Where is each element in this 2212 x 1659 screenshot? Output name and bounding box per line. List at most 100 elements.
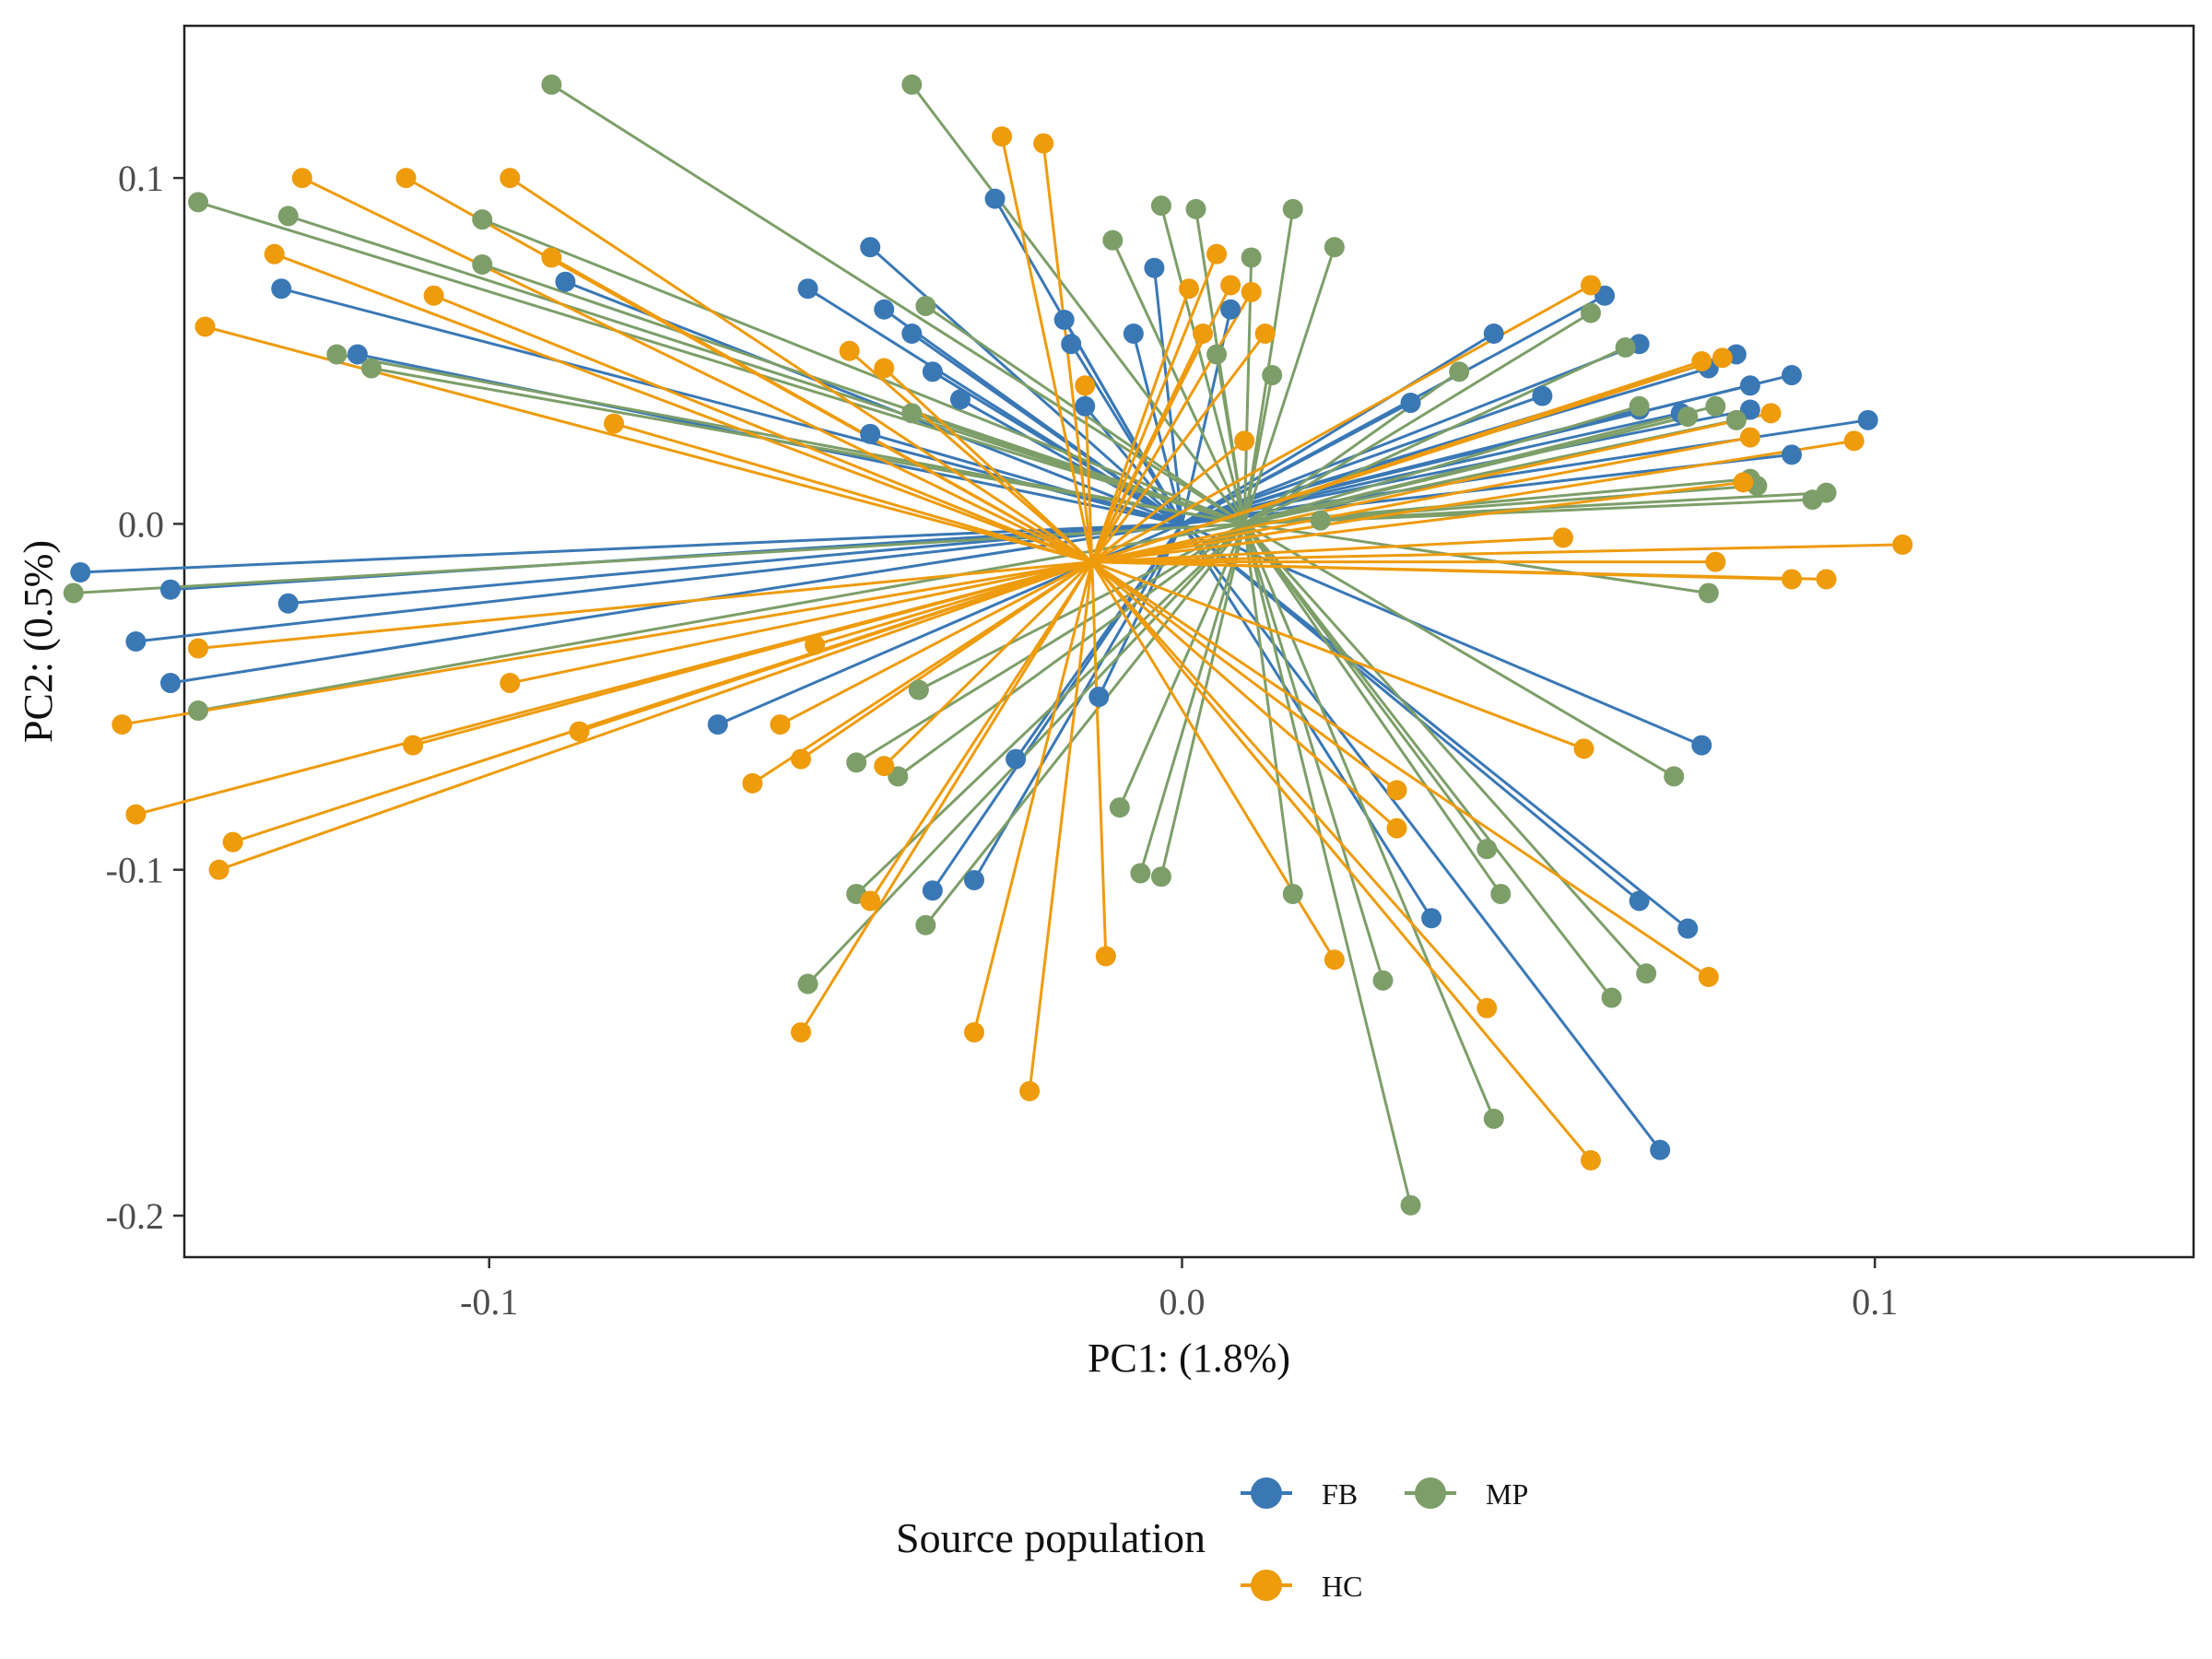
point-hc-0 [112,714,133,735]
point-fb-0 [70,561,91,582]
point-hc-44 [1581,275,1601,296]
segment-hc-44 [1091,284,1592,563]
point-hc-24 [791,1022,812,1043]
point-fb-12 [901,324,923,344]
point-hc-32 [1193,324,1214,344]
point-hc-52 [1782,569,1802,590]
point-hc-40 [1386,818,1407,839]
point-mp-10 [915,295,936,316]
segment-hc-15 [613,422,1093,564]
segment-mp-27 [1243,371,1461,525]
segment-hc-45 [1090,560,1593,1161]
point-fb-8 [707,714,728,735]
point-hc-23 [860,890,881,912]
segment-hc-33 [1090,253,1218,563]
point-mp-2 [277,206,299,227]
point-hc-36 [1254,324,1276,344]
y-axis-label: PC2: (0.5%) [16,540,61,743]
segment-hc-50 [1091,411,1771,564]
segment-hc-8 [412,560,1093,747]
point-mp-47 [1483,1108,1504,1129]
point-mp-16 [915,914,936,935]
segment-fb-17 [1069,343,1183,525]
point-mp-49 [1601,987,1622,1008]
point-hc-14 [569,721,590,742]
segment-hc-24 [799,560,1094,1033]
point-mp-14 [888,766,909,787]
legend-label-hc: HC [1322,1570,1362,1603]
point-fb-14 [949,389,971,410]
point-hc-4 [264,243,285,265]
point-fb-5 [271,278,292,300]
segment-hc-56 [1090,560,1710,979]
x-tick-label: -0.1 [460,1281,518,1323]
segment-hc-43 [1091,560,1585,750]
segment-mp-17 [806,523,1246,985]
segment-hc-42 [1091,535,1564,564]
segment-mp-47 [1242,523,1496,1120]
point-mp-39 [1664,766,1685,787]
segment-mp-21 [1215,354,1246,524]
point-fb-29 [1483,324,1504,344]
point-hc-21 [874,358,895,379]
point-mp-6 [472,209,493,230]
point-mp-37 [1816,482,1837,503]
segment-mp-29 [1243,346,1627,525]
segments-layer [73,83,1903,1206]
point-fb-38 [1739,399,1760,420]
point-fb-23 [1088,687,1110,708]
segment-hc-36 [1090,333,1266,563]
segment-fb-44 [1181,523,1689,930]
point-fb-30 [1532,385,1553,406]
segment-mp-46 [1242,523,1502,895]
segment-hc-5 [301,176,1093,564]
point-hc-49 [1739,427,1760,448]
segment-hc-39 [1090,560,1398,792]
segment-mp-44 [1242,523,1384,982]
segment-mp-30 [1243,405,1641,525]
point-hc-55 [1892,534,1913,555]
point-hc-8 [403,735,424,756]
segment-hc-27 [1000,135,1094,562]
point-hc-25 [963,1022,984,1043]
point-hc-43 [1573,738,1594,759]
segment-mp-11 [911,411,1245,525]
point-fb-6 [347,344,368,365]
point-mp-32 [1705,395,1726,417]
point-hc-35 [1241,281,1262,302]
point-fb-7 [555,271,576,292]
y-tick-label: -0.2 [106,1195,164,1237]
point-mp-26 [1310,510,1331,531]
segment-mp-49 [1242,523,1613,999]
segment-hc-26 [1028,561,1094,1092]
point-hc-37 [1234,430,1255,452]
point-fb-39 [1782,365,1802,386]
segment-hc-20 [848,349,1093,563]
point-fb-44 [1677,918,1699,939]
point-fb-26 [922,880,943,901]
point-hc-15 [604,413,625,434]
point-hc-22 [874,756,895,777]
segment-mp-28 [1243,312,1592,525]
point-hc-33 [1206,243,1228,265]
point-mp-19 [1150,195,1171,217]
segment-hc-47 [1091,356,1724,564]
point-mp-9 [901,74,923,95]
point-hc-20 [839,340,860,361]
point-mp-3 [326,344,347,365]
segment-mp-25 [1242,246,1336,524]
point-mp-41 [1130,863,1151,884]
point-fb-43 [1629,890,1650,912]
point-mp-25 [1324,237,1345,258]
point-hc-17 [770,714,791,735]
point-hc-6 [222,831,243,853]
point-mp-5 [188,700,209,722]
legend-label-fb: FB [1322,1477,1358,1511]
point-hc-26 [1019,1080,1041,1101]
point-mp-8 [541,74,562,95]
point-fb-18 [1075,395,1096,417]
x-axis: -0.1 0.0 0.1 [460,1257,1898,1323]
segment-mp-41 [1138,523,1246,874]
point-mp-1 [188,192,209,213]
point-mp-38 [1698,582,1719,604]
